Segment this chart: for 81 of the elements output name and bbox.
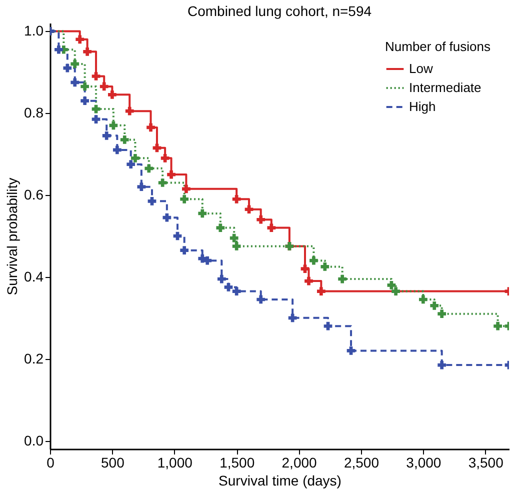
point xyxy=(203,256,212,265)
x-tick-label: 1,500 xyxy=(220,454,255,470)
point xyxy=(267,224,276,232)
point xyxy=(125,106,134,116)
point xyxy=(387,280,396,290)
point xyxy=(80,82,90,91)
point xyxy=(109,121,118,130)
point xyxy=(217,274,226,284)
y-tick-label: 0.0 xyxy=(24,432,44,448)
point xyxy=(112,146,122,154)
point xyxy=(198,209,207,218)
legend-label: Low xyxy=(409,61,434,76)
point xyxy=(180,194,189,204)
y-tick-label: 0.4 xyxy=(24,268,44,284)
point xyxy=(300,264,310,273)
point xyxy=(152,144,162,152)
x-tick-label: 2,000 xyxy=(282,454,318,470)
x-tick-label: 3,500 xyxy=(468,454,504,470)
point xyxy=(120,136,129,144)
point xyxy=(160,154,170,162)
point xyxy=(80,96,90,106)
point xyxy=(324,322,332,330)
point xyxy=(158,178,167,187)
point xyxy=(338,274,346,284)
point xyxy=(418,295,428,304)
x-tick-label: 500 xyxy=(101,454,125,470)
point xyxy=(230,234,238,242)
point xyxy=(438,310,446,318)
point xyxy=(232,194,241,204)
x-tick-label: 0 xyxy=(46,454,55,470)
point xyxy=(92,115,100,124)
point xyxy=(304,276,313,286)
x-tick-label: 2,500 xyxy=(344,454,380,470)
point xyxy=(70,60,80,68)
point xyxy=(288,314,297,322)
point xyxy=(346,346,356,355)
point xyxy=(146,123,155,132)
point xyxy=(494,322,502,330)
point xyxy=(256,215,266,224)
point xyxy=(108,90,116,99)
point xyxy=(92,72,100,80)
point xyxy=(126,160,136,168)
point xyxy=(392,287,400,296)
point xyxy=(137,182,146,192)
point xyxy=(63,64,72,72)
point xyxy=(180,246,189,255)
point xyxy=(182,184,190,194)
point xyxy=(100,82,108,91)
point xyxy=(438,360,446,370)
chart-title: Combined lung cohort, n=594 xyxy=(187,3,372,19)
point xyxy=(148,197,156,206)
x-tick-label: 1,000 xyxy=(157,454,193,470)
legend-title: Number of fusions xyxy=(385,39,491,54)
point xyxy=(244,205,254,214)
y-axis-title: Survival probability xyxy=(4,178,20,296)
point xyxy=(102,131,111,140)
point xyxy=(70,78,80,87)
point xyxy=(144,164,154,173)
point xyxy=(54,45,63,54)
legend-label: Intermediate xyxy=(409,80,482,95)
point xyxy=(256,295,266,304)
point xyxy=(316,287,326,296)
x-axis-title: Survival time (days) xyxy=(218,472,342,488)
y-tick-label: 0.2 xyxy=(24,350,44,366)
point xyxy=(167,170,176,179)
y-tick-label: 0.8 xyxy=(24,104,44,121)
point xyxy=(310,256,318,265)
y-tick-label: 1.0 xyxy=(24,22,44,39)
point xyxy=(216,224,225,232)
point xyxy=(83,47,92,56)
x-tick-label: 3,000 xyxy=(406,454,442,470)
point xyxy=(224,283,233,292)
point xyxy=(162,213,172,222)
point xyxy=(320,262,330,271)
y-tick-label: 0.6 xyxy=(24,186,44,203)
point xyxy=(430,301,439,310)
point xyxy=(232,287,241,296)
point xyxy=(76,35,84,44)
legend-label: High xyxy=(409,99,436,114)
point xyxy=(232,242,241,250)
point xyxy=(131,154,140,162)
